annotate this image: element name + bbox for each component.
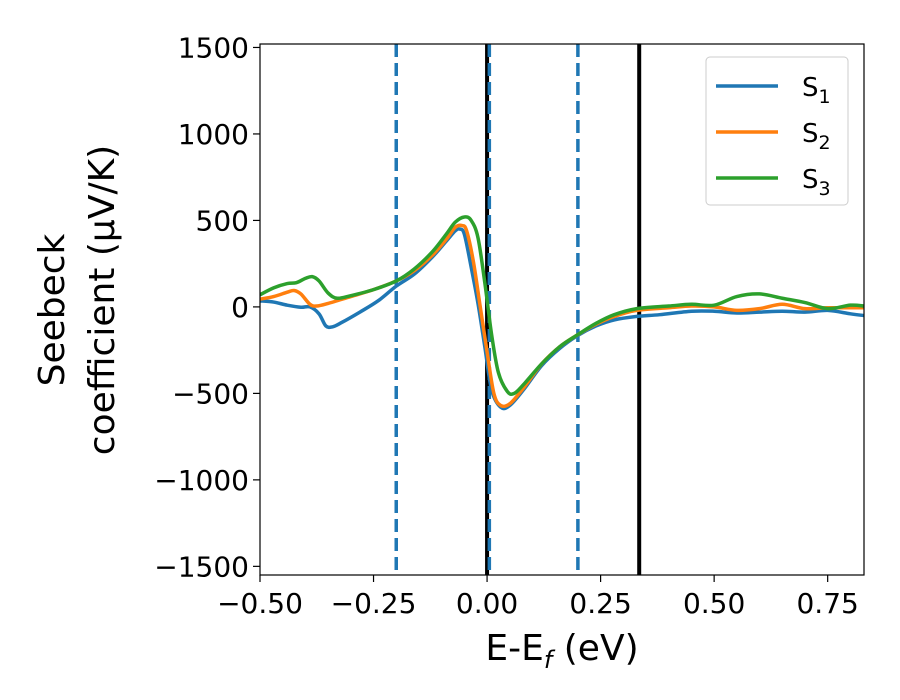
legend-label-s2: S2 [802,119,831,154]
x-axis-title-main: E-E [485,628,543,669]
x-axis-title-unit: (eV) [552,628,638,669]
y-tick-label: −1500 [154,550,249,583]
x-axis-ticks: −0.50 −0.25 0.00 0.25 0.50 0.75 [217,575,859,620]
x-tick-label: −0.50 [217,587,303,620]
y-axis-ticks: 1500 1000 500 0 −500 −1000 −1500 [154,31,260,583]
series-line-s3 [260,215,864,397]
y-axis-title-line2: coefficient (μV/K) [82,145,123,455]
series-line-s2 [260,223,864,409]
y-tick-label: 0 [231,291,249,324]
x-tick-label: −0.25 [331,587,417,620]
legend-items: S1 S2 S3 [716,73,831,200]
y-axis-title-line1: Seebeck [32,233,73,386]
x-tick-label: 0.50 [683,587,745,620]
plot-frame [259,43,865,576]
x-tick-label: 0.75 [796,587,858,620]
y-tick-label: 1500 [178,31,249,64]
series-lines [260,215,864,411]
y-tick-label: 1000 [178,118,249,151]
legend-label-s1: S1 [802,73,831,108]
x-tick-label: 0.00 [456,587,518,620]
y-tick-label: −1000 [154,464,249,497]
legend-label-s3: S3 [802,165,831,200]
legend: S1 S2 S3 [705,56,849,206]
x-axis-title: E-Ef (eV) [485,628,638,674]
y-tick-label: −500 [172,377,249,410]
y-tick-label: 500 [196,204,249,237]
x-tick-label: 0.25 [569,587,631,620]
